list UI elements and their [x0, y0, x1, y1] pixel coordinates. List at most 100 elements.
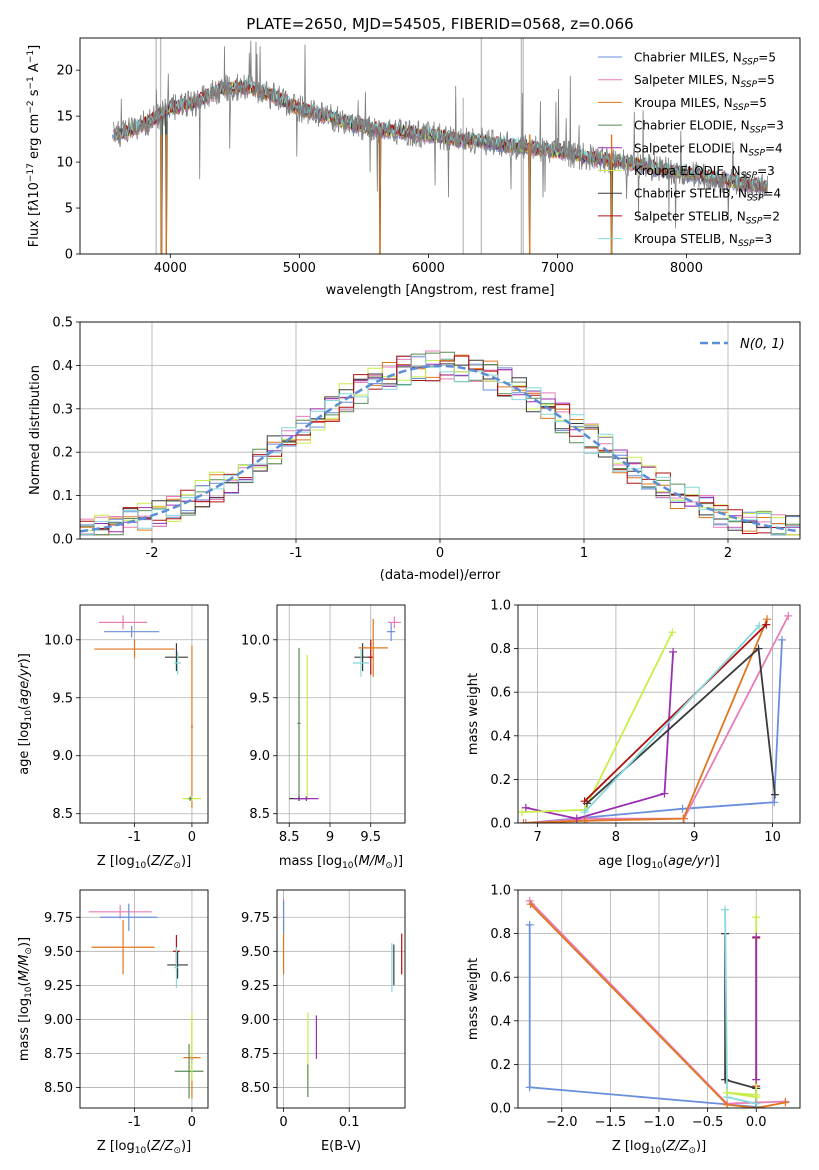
mass-weight-marker [723, 1100, 732, 1108]
mass-weight-marker [678, 804, 687, 813]
mass-weight-marker [525, 896, 534, 905]
mass-weight-line [521, 631, 674, 813]
y-tick-label: 9.25 [241, 979, 270, 994]
histogram-step [80, 355, 800, 536]
mass-weight-marker [525, 920, 534, 929]
mass-weight-marker [721, 905, 730, 914]
y-tick-label: 0 [65, 248, 73, 263]
x-axis-label: wavelength [Angstrom, rest frame] [326, 283, 555, 298]
axes-frame [517, 889, 801, 1109]
x-tick-label: 2 [724, 546, 732, 561]
plot-area [518, 605, 800, 823]
x-axis-label: (data-model)/error [380, 568, 501, 583]
mass-weight-marker [752, 932, 761, 941]
x-tick-label: −0.5 [692, 1115, 724, 1130]
x-tick-label: 0 [436, 546, 444, 561]
x-tick-label: 9 [690, 830, 698, 845]
mass-weight-marker [521, 803, 530, 812]
mass-weight-line [724, 909, 757, 1105]
x-tick-label: 10 [764, 830, 781, 845]
x-tick-label: 0.1 [339, 1115, 360, 1130]
normal-curve [80, 364, 798, 533]
y-tick-label: 0.6 [490, 686, 511, 701]
plot-area [277, 605, 405, 823]
plot-area [277, 890, 405, 1108]
x-tick-label: -1 [128, 830, 141, 845]
axes-frame [517, 604, 801, 824]
plot-area [80, 322, 800, 539]
x-axis-label: mass [log10(M/M⊙)] [279, 854, 403, 871]
x-axis-label: Z [log10(Z/Z⊙)] [97, 1139, 191, 1156]
x-tick-label: 6000 [412, 261, 445, 276]
mass-weight-marker [781, 1098, 790, 1107]
legend-entry: Chabrier ELODIE, NSSP=3 [634, 119, 784, 136]
mass-weight-line [583, 625, 760, 813]
mass-weight-line [525, 639, 783, 823]
y-tick-label: 0.3 [52, 402, 73, 417]
y-tick-label: 0.8 [490, 927, 511, 942]
y-tick-label: 9.25 [44, 979, 73, 994]
y-tick-label: 8.75 [241, 1047, 270, 1062]
axes-frame [79, 604, 209, 824]
y-tick-label: 8.75 [44, 1047, 73, 1062]
mass-weight-marker [770, 798, 779, 807]
legend-entry: Kroupa STELIB, NSSP=3 [634, 232, 772, 249]
y-tick-label: 0.4 [490, 729, 511, 744]
y-tick-label: 1.0 [490, 884, 511, 899]
x-tick-label: 5000 [283, 261, 316, 276]
mass-weight-marker [580, 816, 589, 823]
mass-weight-marker [763, 615, 772, 624]
mass-weight-marker [526, 900, 535, 909]
x-tick-label: −1.5 [595, 1115, 627, 1130]
x-tick-label: −1.0 [643, 1115, 675, 1130]
x-tick-label: 8000 [670, 261, 703, 276]
mass-weight-marker [762, 620, 771, 629]
y-tick-label: 9.75 [44, 911, 73, 926]
x-tick-label: 4000 [154, 261, 187, 276]
mass-weight-marker [525, 1083, 534, 1092]
y-tick-label: 0.4 [490, 1014, 511, 1029]
axes-frame [79, 37, 801, 255]
y-axis-label: mass [log10(M/M⊙)] [17, 937, 34, 1061]
mass-weight-line [525, 615, 790, 823]
mass-weight-marker [752, 1075, 761, 1084]
mass-weight-marker [755, 621, 764, 630]
y-tick-label: 9.5 [52, 691, 73, 706]
mass-weight-line [523, 618, 768, 823]
x-tick-label: −2.0 [546, 1115, 578, 1130]
y-tick-label: 8.5 [249, 807, 270, 822]
plot-area [111, 38, 769, 254]
y-tick-label: 0.0 [490, 1102, 511, 1117]
y-axis-label: mass weight [466, 958, 481, 1040]
x-axis-label: Z [log10(Z/Z⊙)] [97, 854, 191, 871]
legend-entry: Chabrier MILES, NSSP=5 [634, 51, 776, 68]
legend-entry: Salpeter ELODIE, NSSP=4 [634, 141, 783, 158]
y-tick-label: 0.5 [52, 316, 73, 331]
y-tick-label: 9.75 [241, 911, 270, 926]
y-tick-label: 0.2 [52, 446, 73, 461]
legend-entry: Salpeter MILES, NSSP=5 [634, 73, 775, 90]
plot-area [518, 890, 800, 1108]
y-tick-label: 9.00 [44, 1013, 73, 1028]
y-tick-label: 1.0 [490, 599, 511, 614]
legend-entry: Kroupa ELODIE, NSSP=3 [634, 164, 775, 181]
y-tick-label: 0.2 [490, 1058, 511, 1073]
y-axis-label: Normed distribution [28, 365, 43, 495]
y-tick-label: 0.4 [52, 359, 73, 374]
mass-weight-marker [770, 790, 779, 799]
y-axis-label: Flux [fλ10−17 erg cm−2 s−1 A−1] [26, 45, 42, 247]
mass-weight-marker [580, 797, 589, 806]
mass-weight-marker [784, 611, 793, 620]
y-tick-label: 9.5 [249, 691, 270, 706]
x-tick-label: 1 [580, 546, 588, 561]
mass-weight-marker [580, 808, 589, 817]
y-tick-label: 0.0 [52, 533, 73, 548]
x-tick-label: -1 [290, 546, 303, 561]
x-tick-label: 0 [279, 1115, 287, 1130]
x-axis-label: age [log10(age/yr)] [598, 854, 720, 871]
y-tick-label: 9.0 [249, 749, 270, 764]
x-tick-label: 8.5 [279, 830, 300, 845]
mass-weight-marker [754, 644, 763, 653]
mass-weight-line [583, 623, 767, 802]
y-axis-label: age [log10(age/yr)] [17, 653, 34, 775]
